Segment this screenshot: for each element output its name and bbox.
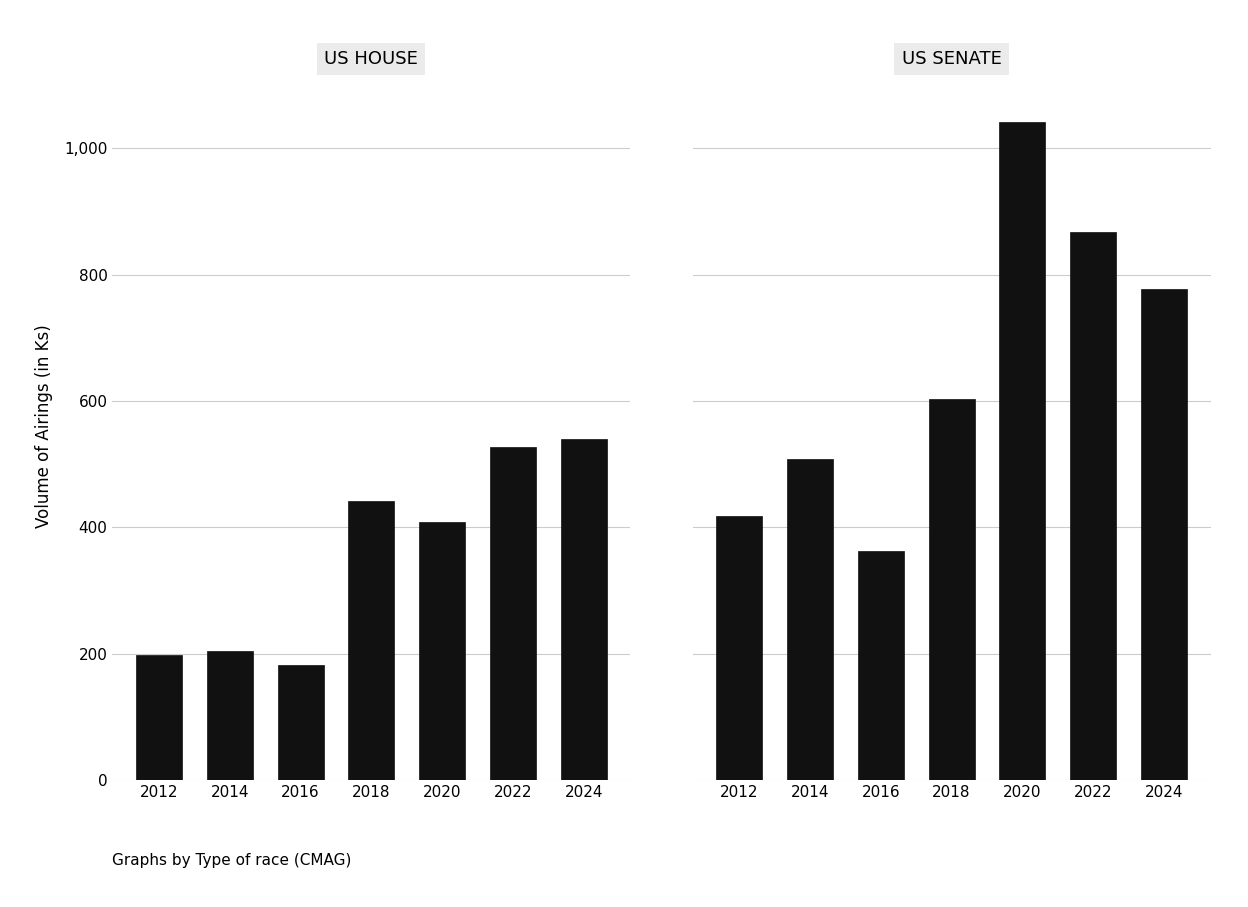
Bar (716, 516, 763, 780)
Bar (348, 501, 394, 780)
Bar (1000, 122, 1046, 780)
Bar (136, 655, 182, 780)
Bar (1071, 231, 1116, 780)
Title: US SENATE: US SENATE (901, 50, 1001, 68)
Y-axis label: Volume of Airings (in Ks): Volume of Airings (in Ks) (35, 325, 52, 528)
Bar (419, 522, 466, 780)
Text: Graphs by Type of race (CMAG): Graphs by Type of race (CMAG) (112, 853, 352, 868)
Bar (787, 459, 832, 780)
Bar (929, 399, 975, 780)
Bar (490, 447, 535, 780)
Bar (560, 439, 607, 780)
Bar (857, 551, 904, 780)
Title: US HOUSE: US HOUSE (324, 50, 418, 68)
Bar (1141, 288, 1187, 780)
Bar (277, 665, 323, 780)
Text: WESLEYAN: WESLEYAN (1063, 831, 1139, 844)
Bar (207, 650, 252, 780)
Text: MEDIA PROJECT: MEDIA PROJECT (1056, 867, 1147, 877)
